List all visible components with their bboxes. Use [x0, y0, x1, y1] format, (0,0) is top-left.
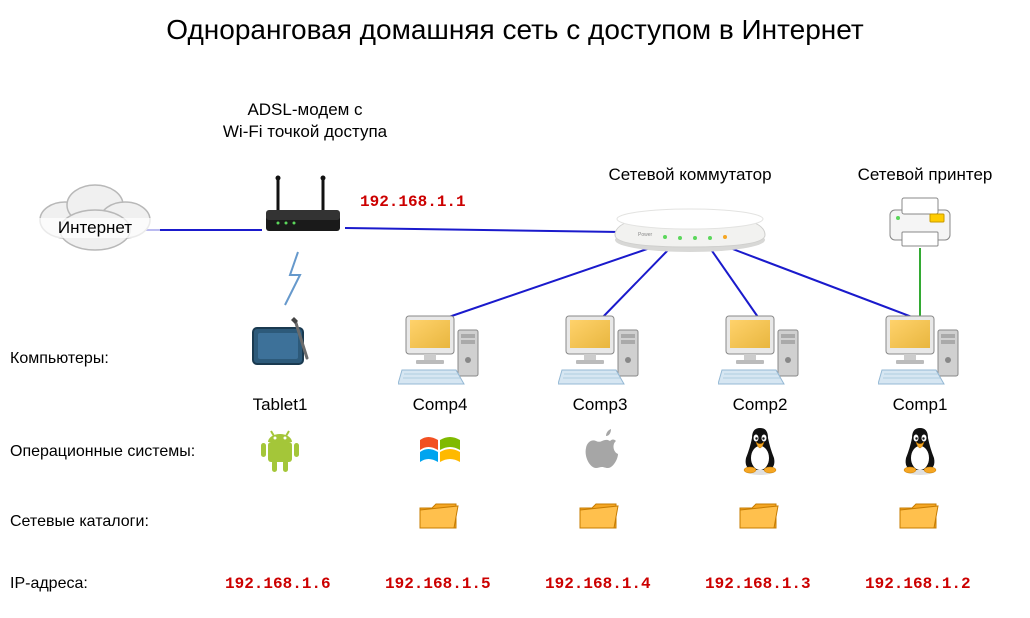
device-label-comp1: Comp1 [870, 395, 970, 415]
switch-icon: Power [610, 195, 770, 255]
device-label-comp3: Comp3 [550, 395, 650, 415]
connection-lines [0, 0, 1030, 618]
modem-ip: 192.168.1.1 [360, 193, 466, 211]
folder-comp1 [898, 498, 940, 534]
svg-text:Power: Power [638, 232, 653, 238]
switch-label: Сетевой коммутатор [590, 165, 790, 185]
folder-comp4 [418, 498, 460, 534]
printer-label: Сетевой принтер [840, 165, 1010, 185]
folder-comp3 [578, 498, 620, 534]
ip-comp2: 192.168.1.3 [705, 575, 811, 593]
ip-comp4: 192.168.1.5 [385, 575, 491, 593]
linux-icon-comp2 [738, 426, 782, 476]
windows-icon [416, 428, 464, 472]
device-label-comp4: Comp4 [390, 395, 490, 415]
apple-icon [580, 428, 620, 474]
device-label-comp2: Comp2 [710, 395, 810, 415]
row-label-ips: IP-адреса: [10, 575, 88, 593]
printer-icon [880, 190, 960, 250]
folder-comp2 [738, 498, 780, 534]
device-label-tablet1: Tablet1 [230, 395, 330, 415]
comp3-icon [558, 300, 648, 390]
comp4-icon [398, 300, 488, 390]
modem-icon [258, 170, 348, 240]
ip-tablet1: 192.168.1.6 [225, 575, 331, 593]
diagram-canvas: Одноранговая домашняя сеть с доступом в … [0, 0, 1030, 618]
modem-label-1: ADSL-модем с [210, 100, 400, 120]
linux-icon-comp1 [898, 426, 942, 476]
modem-label-2: Wi-Fi точкой доступа [210, 122, 400, 142]
comp2-icon [718, 300, 808, 390]
ip-comp3: 192.168.1.4 [545, 575, 651, 593]
comp1-icon [878, 300, 968, 390]
row-label-folders: Сетевые каталоги: [10, 513, 149, 531]
android-icon [258, 428, 302, 476]
row-label-computers: Компьютеры: [10, 350, 109, 368]
internet-cloud-icon [30, 175, 160, 255]
ip-comp1: 192.168.1.2 [865, 575, 971, 593]
tablet-icon [245, 310, 315, 380]
row-label-os: Операционные системы: [10, 443, 195, 461]
internet-label: Интернет [30, 218, 160, 238]
diagram-title: Одноранговая домашняя сеть с доступом в … [0, 14, 1030, 46]
